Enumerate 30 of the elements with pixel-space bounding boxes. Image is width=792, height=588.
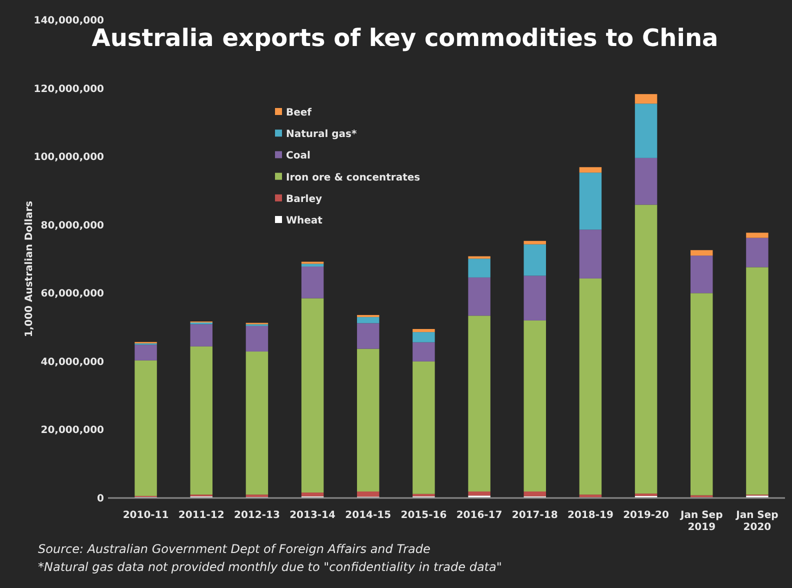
y-tick-label: 140,000,000 bbox=[34, 16, 104, 26]
y-tick-label: 0 bbox=[97, 494, 104, 504]
x-tick-label: 2014-15 bbox=[345, 510, 392, 521]
x-tick-label: 2015-16 bbox=[400, 510, 447, 521]
x-tick-label: 2019-20 bbox=[623, 510, 670, 521]
chart-title: Australia exports of key commodities to China bbox=[92, 24, 718, 52]
y-axis-title: 1,000 Australian Dollars bbox=[24, 200, 35, 338]
x-tick-label: 2011-12 bbox=[178, 510, 224, 521]
x-tick-label: 2012-13 bbox=[234, 510, 280, 521]
y-tick-label: 60,000,000 bbox=[40, 288, 104, 300]
legend-label: Iron ore & concentrates bbox=[286, 172, 420, 184]
y-tick-label: 120,000,000 bbox=[34, 84, 104, 95]
legend-label: Barley bbox=[286, 194, 323, 205]
y-tick-label: 20,000,000 bbox=[40, 425, 104, 436]
x-tick-label: 2017-18 bbox=[512, 510, 558, 521]
y-tick-label: 40,000,000 bbox=[40, 356, 104, 368]
text: *Natural gas data not provided monthly due to "confidentiality in trade data" bbox=[38, 560, 502, 574]
x-tick-label: 2018-19 bbox=[568, 510, 614, 521]
y-tick-label: 80,000,000 bbox=[40, 220, 104, 232]
x-tick-label: Jan Sep 2019 bbox=[680, 510, 723, 533]
x-tick-label: Jan Sep 2020 bbox=[735, 510, 778, 533]
x-tick-label: 2016-17 bbox=[456, 510, 502, 521]
legend-label: Coal bbox=[286, 150, 310, 162]
legend-label: Wheat bbox=[286, 216, 323, 226]
legend-label: Beef bbox=[286, 108, 312, 118]
legend-label: Natural gas* bbox=[286, 129, 358, 140]
y-tick-label: 100,000,000 bbox=[34, 152, 104, 164]
source-note: Source: Australian Government Dept of Foreign Affairs and Trade bbox=[38, 542, 430, 556]
x-tick-label: 2010-11 bbox=[122, 510, 169, 521]
x-tick-label: 2013-14 bbox=[290, 510, 336, 521]
